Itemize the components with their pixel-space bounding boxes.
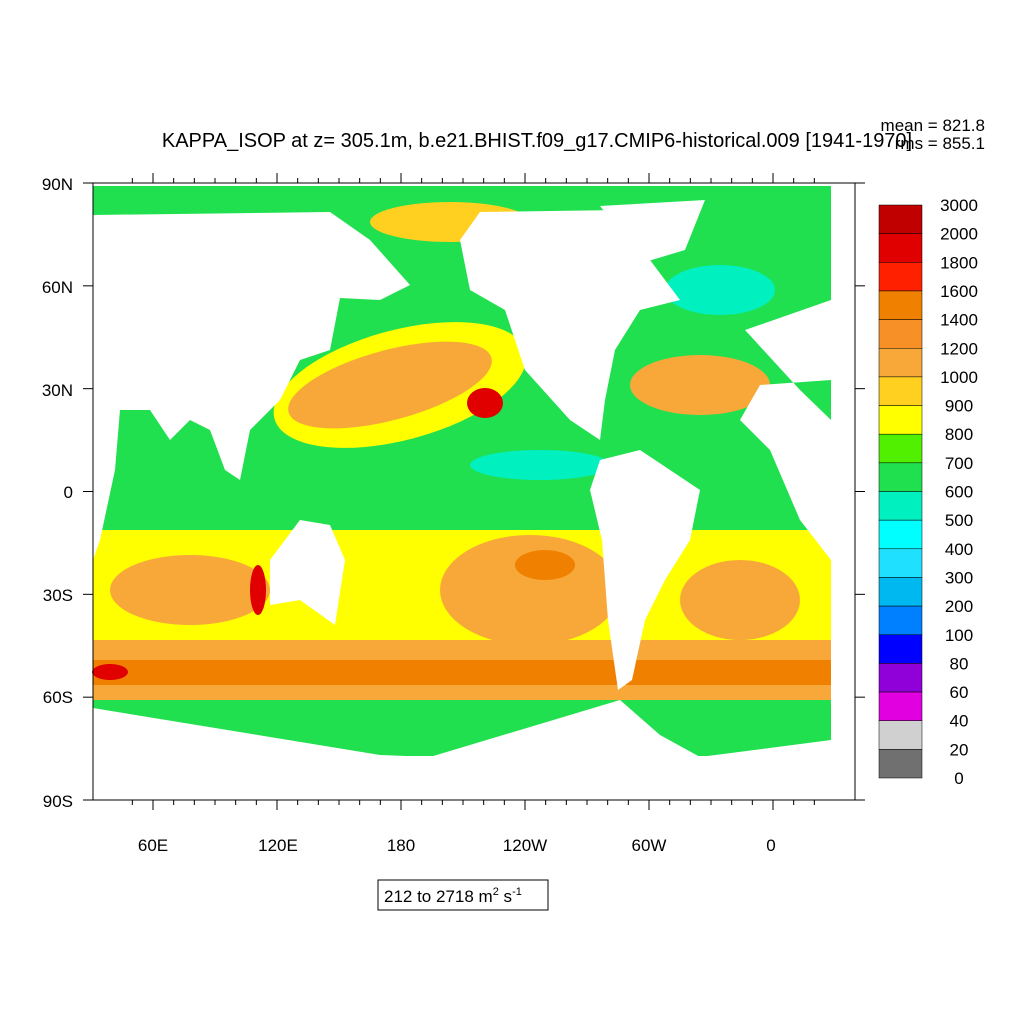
contour bbox=[470, 450, 610, 480]
title: KAPPA_ISOP at z= 305.1m, b.e21.BHIST.f09… bbox=[162, 130, 912, 152]
lon-label: 180 bbox=[387, 836, 415, 855]
colorbar-label: 1000 bbox=[940, 368, 978, 387]
contour bbox=[288, 341, 492, 429]
colorbar-label: 500 bbox=[945, 511, 973, 530]
colorbar-box bbox=[878, 548, 923, 578]
contour bbox=[665, 265, 775, 315]
range-text: 212 to 2718 m bbox=[384, 887, 493, 906]
contour bbox=[440, 535, 620, 645]
colorbar-box bbox=[878, 720, 923, 750]
colorbar-label: 80 bbox=[950, 654, 969, 673]
colorbar-box bbox=[878, 491, 923, 521]
lat-label: 90N bbox=[42, 175, 73, 194]
colorbar-label: 3000 bbox=[940, 196, 978, 215]
land bbox=[93, 183, 855, 800]
colorbar-box bbox=[878, 405, 923, 435]
colorbar-label: 20 bbox=[950, 740, 969, 759]
colorbar-label: 2000 bbox=[940, 225, 978, 244]
lat-label: 60S bbox=[43, 688, 73, 707]
colorbar-box bbox=[878, 204, 923, 234]
colorbar-label: 100 bbox=[945, 626, 973, 645]
colorbar-box bbox=[878, 433, 923, 464]
colorbar-box bbox=[878, 519, 923, 550]
colorbar-box bbox=[878, 634, 923, 664]
colorbar-label: 40 bbox=[950, 712, 969, 731]
colorbar-box bbox=[878, 462, 923, 492]
lat-label: 0 bbox=[64, 483, 73, 502]
lat-label: 30N bbox=[42, 381, 73, 400]
colorbar-label: 900 bbox=[945, 397, 973, 416]
colorbar-label: 1600 bbox=[940, 282, 978, 301]
colorbar-label: 1400 bbox=[940, 311, 978, 330]
range-label: 212 to 2718 m2 s-1 bbox=[384, 886, 522, 906]
lat-label: 30S bbox=[43, 586, 73, 605]
colorbar-box bbox=[878, 749, 923, 779]
range-text: s bbox=[499, 887, 512, 906]
colorbar-label: 0 bbox=[954, 769, 963, 788]
colorbar-label: 200 bbox=[945, 597, 973, 616]
colorbar-label: 700 bbox=[945, 454, 973, 473]
colorbar-box bbox=[878, 319, 923, 349]
colorbar-label: 300 bbox=[945, 568, 973, 587]
colorbar-box bbox=[878, 663, 923, 693]
lat-label: 60N bbox=[42, 278, 73, 297]
contour bbox=[630, 355, 770, 415]
contour bbox=[467, 388, 503, 418]
colorbar-box bbox=[878, 376, 923, 406]
lon-label: 60E bbox=[138, 836, 168, 855]
colorbar-box bbox=[878, 605, 923, 635]
colorbar-label: 60 bbox=[950, 683, 969, 702]
colorbar-label: 800 bbox=[945, 425, 973, 444]
colorbar-box bbox=[878, 233, 923, 263]
contour bbox=[93, 660, 831, 685]
range-box bbox=[377, 879, 549, 911]
colorbar-box bbox=[878, 577, 923, 607]
lon-label: 120W bbox=[503, 836, 547, 855]
contour bbox=[680, 560, 800, 640]
range-sup: 2 bbox=[493, 886, 499, 898]
colorbar-label: 1800 bbox=[940, 253, 978, 272]
lat-label: 90S bbox=[43, 792, 73, 811]
colorbar-label: 400 bbox=[945, 540, 973, 559]
ticks bbox=[83, 173, 865, 810]
colorbar-box bbox=[878, 262, 923, 292]
range-sup: -1 bbox=[512, 886, 522, 898]
lon-label: 120E bbox=[258, 836, 298, 855]
colorbar-box bbox=[878, 691, 923, 721]
map-field bbox=[92, 183, 855, 800]
colorbar-label: 1200 bbox=[940, 339, 978, 358]
colorbar: 3000200018001600140012001000900800700600… bbox=[878, 196, 978, 788]
colorbar-box bbox=[878, 290, 923, 320]
lon-label: 60W bbox=[632, 836, 667, 855]
rms-label: rms = 855.1 bbox=[895, 134, 985, 153]
contour bbox=[515, 550, 575, 580]
colorbar-label: 600 bbox=[945, 483, 973, 502]
contour bbox=[250, 565, 266, 615]
lon-label: 0 bbox=[766, 836, 775, 855]
mean-label: mean = 821.8 bbox=[881, 116, 985, 135]
colorbar-box bbox=[878, 348, 923, 378]
contour bbox=[92, 664, 128, 680]
contour bbox=[110, 555, 270, 625]
